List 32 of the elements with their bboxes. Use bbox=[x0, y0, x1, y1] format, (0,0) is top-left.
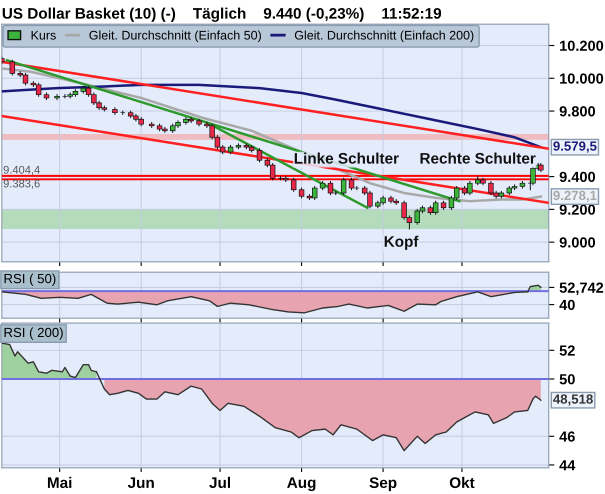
y-tick-label: 52 bbox=[560, 345, 575, 356]
x-tick-label: Okt bbox=[450, 476, 475, 488]
y-tick-label: 10.200 bbox=[560, 40, 604, 51]
data-label: 9.278,1 bbox=[553, 190, 597, 202]
annotation: Rechte Schulter bbox=[420, 152, 536, 164]
y-tick-label: 9.200 bbox=[560, 204, 596, 215]
y-tick-label: 9.800 bbox=[560, 106, 596, 116]
legend-label: Gleit. Durchschnitt (Einfach 200) bbox=[294, 30, 474, 42]
chart-title: RSI ( 200) bbox=[4, 327, 63, 340]
x-tick-label: Jun bbox=[128, 477, 154, 488]
data-label: 48,518 bbox=[553, 394, 593, 406]
annotation: Linke Schulter bbox=[294, 152, 399, 164]
y-tick-label: 9.400 bbox=[560, 172, 596, 182]
ref-line-label: 9.383,6 bbox=[4, 180, 40, 189]
ref-line-label: 9.404,4 bbox=[4, 166, 40, 175]
y-tick-label: 46 bbox=[559, 431, 575, 442]
y-tick-label: 44 bbox=[559, 460, 576, 470]
annotation: Kopf bbox=[384, 236, 418, 250]
y-tick-label: 9.000 bbox=[560, 237, 596, 248]
x-tick-label: Aug bbox=[287, 477, 316, 492]
x-tick-label: Mai bbox=[48, 476, 72, 488]
y-tick-label: 40 bbox=[559, 300, 575, 310]
legend-label: Gleit. Durchschnitt (Einfach 50) bbox=[89, 30, 261, 42]
x-tick-label: Sep bbox=[370, 477, 396, 492]
data-label: 9.579,5 bbox=[553, 141, 597, 153]
y-tick-label: 52,742 bbox=[560, 282, 604, 295]
legend-label: Kurs bbox=[32, 30, 56, 40]
chart-title: US Dollar Basket (10) (-) Täglich 9.440 (-0,23%) 11:52:19 bbox=[2, 8, 442, 22]
chart-title: RSI ( 50) bbox=[4, 274, 56, 286]
y-tick-label: 50 bbox=[560, 374, 575, 384]
x-tick-label: Jul bbox=[209, 476, 230, 488]
y-tick-label: 10.000 bbox=[560, 73, 604, 84]
